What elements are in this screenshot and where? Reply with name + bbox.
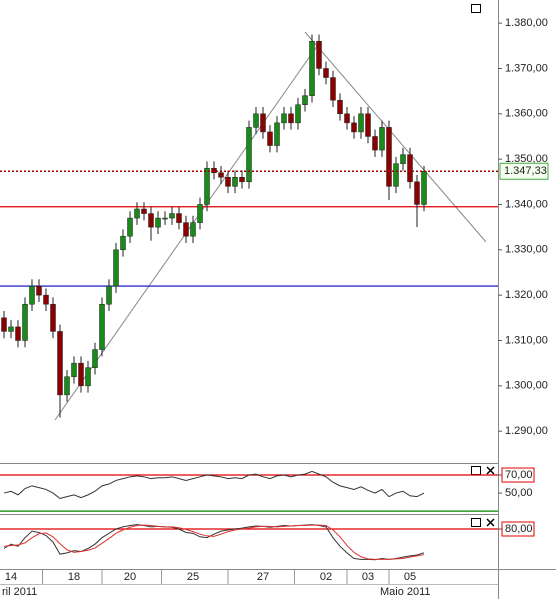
x-tick-label: 18 (68, 571, 80, 583)
x-tick-label: 03 (362, 571, 374, 583)
last-price-label: 1.347,33 (504, 165, 547, 177)
y-tick-label: 1.340,00 (505, 198, 548, 210)
candle-body (274, 122, 280, 146)
indicator-line (3, 524, 425, 561)
candle-body (414, 181, 420, 205)
candle-body (15, 326, 21, 341)
candle-body (99, 303, 105, 350)
candle-body (50, 303, 56, 332)
candle-body (379, 127, 385, 151)
candle-body (239, 177, 245, 183)
candle-body (127, 217, 133, 237)
candle-body (155, 217, 161, 228)
x-tick-label: 20 (124, 571, 136, 583)
candle-body (148, 213, 154, 228)
candle-body (134, 208, 140, 219)
candle-body (260, 113, 266, 133)
y-tick-label: 1.360,00 (505, 108, 548, 120)
candle-body (295, 104, 301, 124)
close-icon[interactable] (486, 466, 495, 475)
candle-body (302, 95, 308, 105)
candle-body (351, 122, 357, 133)
candle-body (225, 177, 231, 187)
close-icon[interactable] (486, 518, 495, 527)
candle-body (309, 41, 315, 96)
candle-body (120, 235, 126, 251)
candle-body (22, 303, 28, 341)
candle-body (246, 127, 252, 183)
candle-body (29, 285, 35, 305)
month-label: ril 2011 (2, 586, 37, 598)
y-tick-label: 1.300,00 (505, 380, 548, 392)
y-tick-label: 1.330,00 (505, 244, 548, 256)
candle-body (78, 362, 84, 387)
candle-body (407, 154, 413, 183)
candle-body (365, 113, 371, 137)
candle-body (281, 113, 287, 124)
y-tick-label: 50,00 (505, 487, 533, 499)
candle-body (43, 294, 49, 305)
x-tick-label: 02 (320, 571, 332, 583)
candle-body (232, 177, 238, 187)
candle-body (372, 136, 378, 151)
candle-body (71, 362, 77, 378)
month-label: Maio 2011 (380, 586, 431, 598)
candle-body (400, 154, 406, 164)
indicator-line (3, 470, 425, 500)
candle-body (288, 113, 294, 124)
y-tick-label: 1.350,00 (505, 153, 548, 165)
tick-box (501, 521, 535, 537)
candle-body (113, 249, 119, 287)
candle-body (316, 41, 322, 69)
candle-body (386, 127, 392, 187)
candle-body (358, 113, 364, 133)
maximize-icon[interactable] (471, 4, 481, 13)
y-tick-label: 1.380,00 (505, 17, 548, 29)
candle-body (337, 99, 343, 115)
candle-body (204, 167, 210, 205)
candle-body (218, 172, 224, 178)
candle-body (36, 285, 42, 296)
candle-body (197, 204, 203, 223)
candle-body (162, 217, 168, 220)
x-tick-label: 25 (187, 571, 199, 583)
indicator-line (3, 524, 425, 560)
candle-body (106, 285, 112, 305)
x-tick-label: 14 (5, 571, 17, 583)
maximize-icon[interactable] (471, 518, 481, 527)
candle-body (267, 131, 273, 146)
candle-body (393, 163, 399, 187)
candle-body (141, 208, 147, 214)
y-tick-label: 1.310,00 (505, 334, 548, 346)
candle-body (211, 167, 217, 173)
candle-body (92, 349, 98, 368)
x-tick-label: 05 (404, 571, 416, 583)
y-tick-label: 1.370,00 (505, 62, 548, 74)
candle-body (176, 213, 182, 223)
candle-body (57, 331, 63, 396)
candle-body (421, 170, 427, 205)
y-tick-label: 70,00 (505, 469, 533, 481)
candle-body (85, 367, 91, 387)
candle-body (169, 213, 175, 219)
candle-body (8, 326, 14, 332)
candle-body (344, 113, 350, 124)
candle-body (190, 222, 196, 237)
candle-body (330, 77, 336, 101)
y-tick-label: 1.290,00 (505, 425, 548, 437)
y-tick-label: 80,00 (505, 523, 533, 535)
candle-body (253, 113, 259, 128)
tick-box (501, 467, 535, 483)
candle-body (323, 68, 329, 78)
last-price-box (499, 162, 549, 180)
candle-body (1, 317, 7, 332)
x-tick-label: 27 (257, 571, 269, 583)
candle-body (183, 222, 189, 237)
candle-body (64, 376, 70, 396)
y-tick-label: 1.320,00 (505, 289, 548, 301)
